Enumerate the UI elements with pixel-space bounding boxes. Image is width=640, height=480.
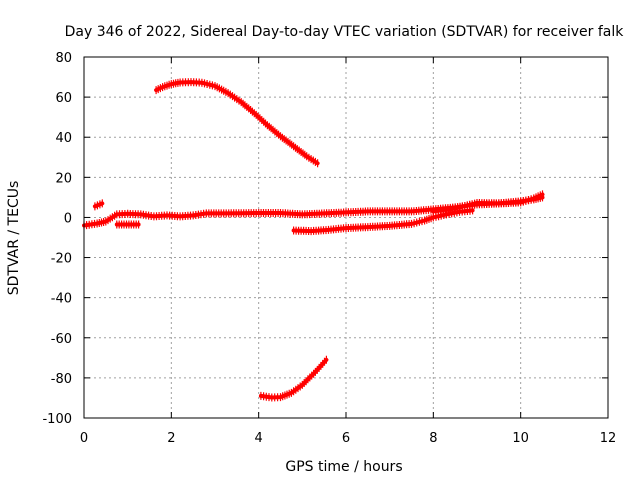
y-axis-label: SDTVAR / TECUs [6, 181, 22, 296]
x-tick-label: 6 [342, 431, 350, 446]
series-points-arc-low [260, 355, 327, 402]
y-tick-label: -100 [42, 412, 72, 427]
series-left-negative [114, 220, 141, 229]
series-arc-low [258, 355, 329, 402]
y-tick-label: 80 [55, 51, 72, 66]
y-tick-label: -40 [51, 292, 72, 307]
chart-title: Day 346 of 2022, Sidereal Day-to-day VTE… [65, 24, 625, 40]
series-negative-band [291, 206, 475, 236]
grid-layer [84, 57, 608, 418]
series-arc-high [154, 78, 320, 168]
series-points-left-negative [116, 220, 140, 229]
x-tick-label: 0 [80, 431, 88, 446]
series-points-negative-band [293, 206, 474, 236]
series-line-left-short [92, 201, 105, 209]
series-points-left-short [94, 199, 103, 211]
series-layer [82, 78, 545, 402]
series-points-upper-right [432, 190, 544, 216]
x-tick-label: 12 [600, 431, 617, 446]
y-tick-label: 0 [64, 211, 72, 226]
y-tick-label: -20 [51, 252, 72, 267]
series-left-short [92, 199, 105, 211]
y-tick-label: -80 [51, 372, 72, 387]
x-tick-label: 10 [512, 431, 529, 446]
x-tick-label: 2 [167, 431, 175, 446]
tick-layer: 0 2 4 6 8 10 12 -100 -80 -60 -40 -20 0 20 40 60 80 [42, 51, 616, 446]
y-tick-label: -60 [51, 332, 72, 347]
x-tick-label: 8 [429, 431, 437, 446]
x-tick-label: 4 [255, 431, 263, 446]
series-points-arc-high [155, 78, 319, 168]
y-tick-label: 40 [55, 131, 72, 146]
x-axis-label: GPS time / hours [285, 459, 402, 475]
series-upper-right [431, 190, 545, 216]
y-tick-label: 20 [55, 171, 72, 186]
y-tick-label: 60 [55, 91, 72, 106]
